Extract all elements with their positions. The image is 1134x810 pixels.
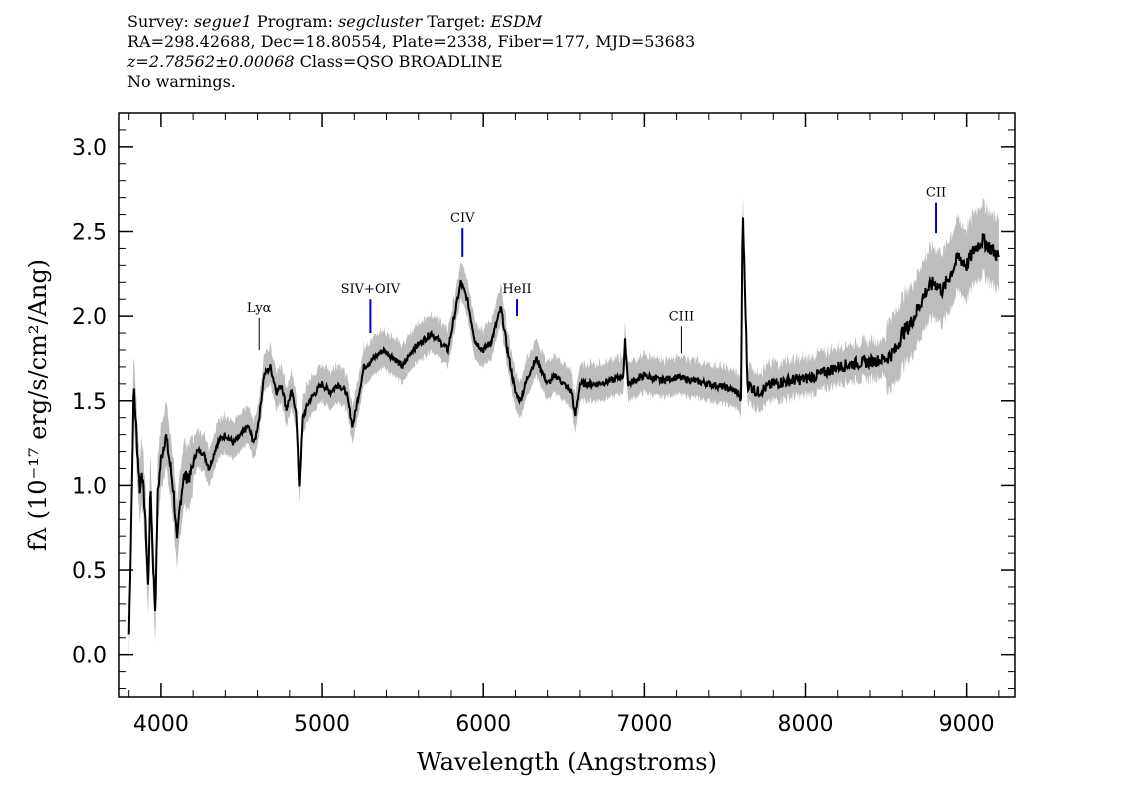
- spectrum-header: Survey: segue1 Program: segcluster Targe…: [127, 12, 695, 92]
- class-value: Class=QSO BROADLINE: [299, 52, 503, 71]
- redshift-value: z=2.78562±0.00068: [127, 52, 295, 71]
- plot-frame: [118, 112, 1016, 698]
- y-axis-title: fλ (10⁻¹⁷ erg/s/cm²/Ang): [24, 259, 52, 551]
- header-line-1: Survey: segue1 Program: segcluster Targe…: [127, 12, 695, 32]
- y-tick-label: 0.5: [72, 559, 107, 584]
- plot-area: Lyα SIV+OIV CIV HeII CIII CII: [127, 186, 1000, 665]
- emission-line-label: HeII: [502, 282, 531, 297]
- emission-line-label: CIII: [669, 309, 694, 324]
- x-axis-title: Wavelength (Angstroms): [417, 748, 717, 776]
- y-tick-label: 2.5: [72, 220, 107, 245]
- y-tick-label: 3.0: [72, 136, 107, 161]
- emission-line-label: Lyα: [247, 301, 272, 316]
- target-label: Target:: [427, 12, 486, 31]
- emission-line-label: SIV+OIV: [341, 282, 401, 297]
- x-tick-label: 5000: [294, 712, 350, 737]
- header-line-4: No warnings.: [127, 72, 236, 91]
- header-line-3: z=2.78562±0.00068 Class=QSO BROADLINE: [127, 52, 695, 72]
- x-tick-label: 8000: [778, 712, 834, 737]
- x-tick-label: 4000: [133, 712, 189, 737]
- error-band: [128, 195, 999, 665]
- y-tick-label: 0.0: [72, 644, 107, 669]
- y-tick-label: 1.0: [72, 474, 107, 499]
- emission-line-label: CII: [926, 186, 946, 201]
- program-value: segcluster: [338, 12, 423, 31]
- spectrum-line: [127, 217, 1000, 635]
- x-tick-label: 9000: [939, 712, 995, 737]
- y-tick-label: 2.0: [72, 305, 107, 330]
- header-line-2: RA=298.42688, Dec=18.80554, Plate=2338, …: [127, 32, 696, 51]
- axis-ticks: 4000 5000 6000 7000 8000 9000 0.0 0.5 1.0 1.5 2.0 2…: [72, 113, 1015, 737]
- emission-line-label: CIV: [450, 211, 475, 226]
- x-tick-label: 6000: [455, 712, 511, 737]
- survey-label: Survey:: [127, 12, 189, 31]
- program-label: Program:: [256, 12, 333, 31]
- target-value: ESDM: [490, 12, 543, 31]
- x-tick-label: 7000: [616, 712, 672, 737]
- y-tick-label: 1.5: [72, 390, 107, 415]
- survey-value: segue1: [193, 12, 252, 31]
